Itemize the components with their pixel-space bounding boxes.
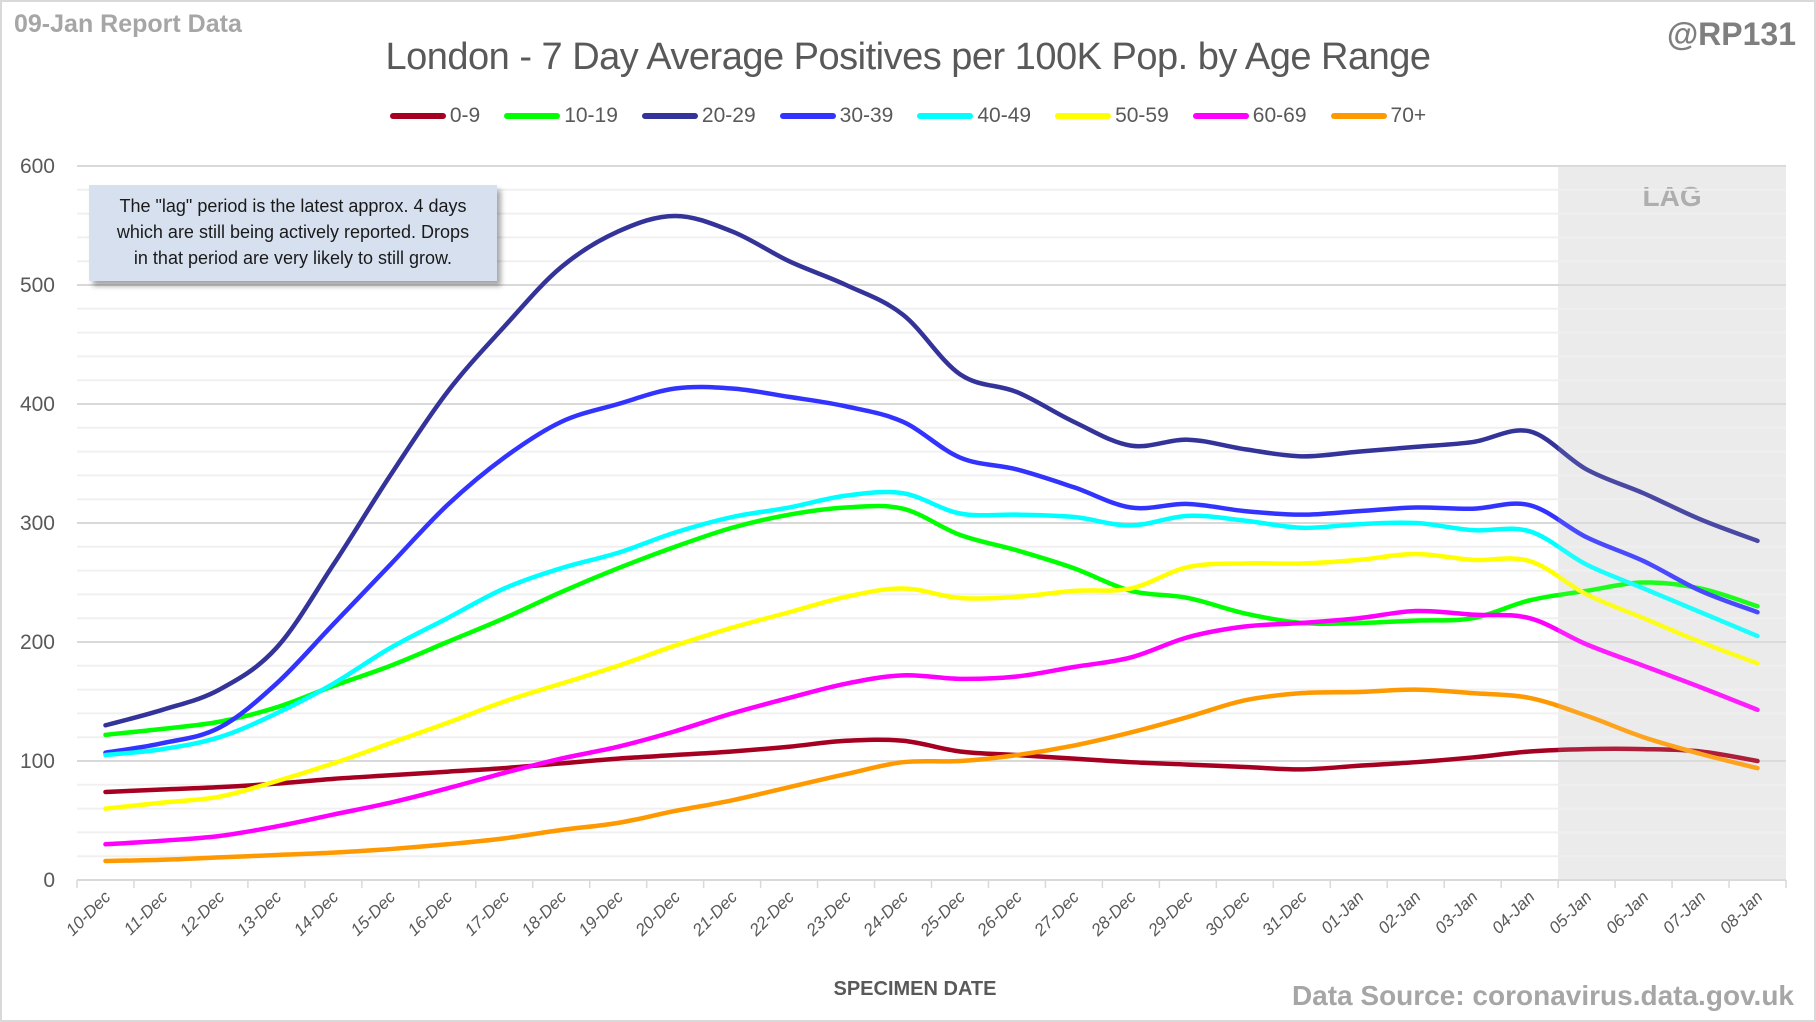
data-source-label: Data Source: coronavirus.data.gov.uk <box>1291 980 1794 1011</box>
y-tick-label: 0 <box>43 869 55 892</box>
legend-swatch <box>641 113 698 119</box>
x-tick-label: 06-Jan <box>1602 887 1652 937</box>
x-tick-label: 07-Jan <box>1659 887 1709 937</box>
x-axis-title: SPECIMEN DATE <box>833 978 997 1000</box>
legend-swatch <box>389 113 446 119</box>
x-tick-label: 10-Dec <box>62 887 115 940</box>
chart-legend: 0-9 10-19 20-29 30-39 40-49 50-59 60-69 70+ <box>0 104 1816 128</box>
report-date-label: 09-Jan Report Data <box>14 10 242 38</box>
x-tick-label: 11-Dec <box>120 887 172 939</box>
legend-swatch <box>1192 113 1249 119</box>
legend-label: 50-59 <box>1115 104 1169 127</box>
x-tick-label: 31-Dec <box>1258 887 1311 940</box>
y-tick-label: 300 <box>20 512 55 535</box>
lag-note-box: The "lag" period is the latest approx. 4… <box>89 185 497 281</box>
x-tick-label: 03-Jan <box>1431 887 1481 937</box>
series-line-0-9 <box>103 737 1760 795</box>
x-tick-label: 18-Dec <box>518 887 571 940</box>
x-tick-label: 28-Dec <box>1087 887 1140 940</box>
chart-title: London - 7 Day Average Positives per 100… <box>385 36 1431 78</box>
x-tick-label: 20-Dec <box>631 887 684 940</box>
legend-item: 50-59 <box>1055 104 1169 128</box>
series-line-30-39 <box>103 384 1760 755</box>
y-tick-label: 200 <box>20 631 55 654</box>
x-tick-label: 25-Dec <box>916 887 969 940</box>
x-tick-label: 08-Jan <box>1716 887 1766 937</box>
x-tick-label: 23-Dec <box>802 887 855 940</box>
x-tick-label: 15-Dec <box>347 887 400 940</box>
legend-label: 40-49 <box>977 104 1032 127</box>
x-tick-label: 26-Dec <box>973 887 1026 940</box>
y-tick-label: 400 <box>20 393 55 416</box>
x-tick-label: 13-Dec <box>233 887 286 940</box>
legend-item: 70+ <box>1330 104 1427 128</box>
legend-swatch <box>1055 113 1112 119</box>
legend-item: 20-29 <box>641 104 756 128</box>
author-handle: @RP131 <box>1666 16 1796 52</box>
legend-swatch <box>779 113 836 119</box>
x-tick-label: 01-Jan <box>1317 887 1367 937</box>
legend-label: 0-9 <box>449 104 481 127</box>
x-tick-label: 05-Jan <box>1545 887 1595 937</box>
legend-item: 60-69 <box>1192 104 1307 128</box>
legend-swatch <box>504 113 561 119</box>
y-tick-label: 500 <box>20 274 55 297</box>
series-line-60-69 <box>103 608 1760 847</box>
legend-label: 20-29 <box>701 104 756 127</box>
series-line-40-49 <box>103 489 1760 758</box>
series-line-20-29 <box>103 213 1760 728</box>
x-tick-label: 02-Jan <box>1374 887 1424 937</box>
lag-label: LAG <box>1643 181 1702 212</box>
lag-note-line: The "lag" period is the latest approx. 4… <box>119 196 467 216</box>
series-line-50-59 <box>103 551 1760 811</box>
y-tick-label: 600 <box>20 155 55 178</box>
y-tick-label: 100 <box>20 750 55 773</box>
legend-label: 60-69 <box>1252 104 1307 127</box>
x-tick-label: 29-Dec <box>1144 887 1197 940</box>
x-tick-label: 22-Dec <box>745 887 798 940</box>
legend-item: 40-49 <box>917 104 1031 128</box>
series-line-70plus <box>103 687 1760 864</box>
legend-item: 0-9 <box>389 104 481 128</box>
legend-swatch <box>1330 113 1387 119</box>
legend-item: 10-19 <box>504 104 618 128</box>
lag-note-line: in that period are very likely to still … <box>133 248 453 268</box>
legend-label: 30-39 <box>839 104 894 127</box>
x-tick-label: 17-Dec <box>461 887 514 940</box>
x-tick-label: 12-Dec <box>176 887 229 940</box>
x-tick-label: 21-Dec <box>688 887 741 940</box>
legend-swatch <box>917 113 974 119</box>
legend-label: 10-19 <box>564 104 618 127</box>
lag-overlay <box>1558 166 1786 880</box>
series-line-10-19 <box>103 503 1760 738</box>
legend-label: 70+ <box>1390 104 1427 127</box>
x-tick-label: 27-Dec <box>1030 887 1083 940</box>
x-tick-label: 30-Dec <box>1201 887 1254 940</box>
legend-item: 30-39 <box>779 104 894 128</box>
x-tick-label: 19-Dec <box>575 887 628 940</box>
lag-note-line: which are still being actively reported.… <box>116 222 470 242</box>
x-tick-label: 16-Dec <box>404 887 457 940</box>
x-tick-label: 14-Dec <box>290 887 343 940</box>
x-tick-label: 24-Dec <box>859 887 912 940</box>
x-tick-label: 04-Jan <box>1488 887 1538 937</box>
